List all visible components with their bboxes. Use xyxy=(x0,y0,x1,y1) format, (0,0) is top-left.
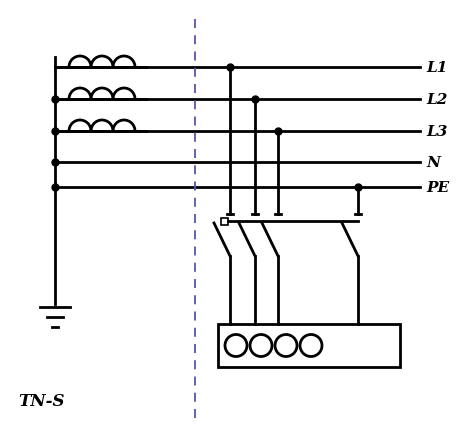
Circle shape xyxy=(300,335,322,356)
Text: PE: PE xyxy=(426,181,449,194)
Circle shape xyxy=(250,335,272,356)
Bar xyxy=(218,324,400,367)
Circle shape xyxy=(275,335,297,356)
Bar xyxy=(221,218,228,225)
Text: TN-S: TN-S xyxy=(18,392,65,409)
Text: L3: L3 xyxy=(426,125,448,139)
Text: L2: L2 xyxy=(426,93,448,107)
Text: L1: L1 xyxy=(426,61,448,75)
Circle shape xyxy=(225,335,247,356)
Text: N: N xyxy=(426,156,440,169)
